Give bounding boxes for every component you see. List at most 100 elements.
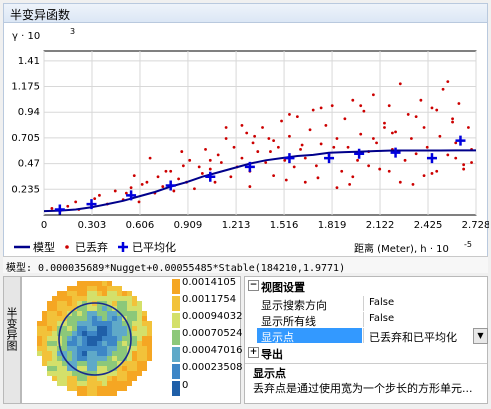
- surface-cell: [42, 356, 47, 361]
- discarded-point: [406, 113, 410, 116]
- surface-cell: [107, 366, 112, 371]
- surface-cell: [117, 326, 122, 331]
- surface-cell: [137, 301, 142, 306]
- surface-cell: [77, 326, 82, 331]
- surface-cell: [62, 321, 67, 326]
- discarded-point: [253, 134, 257, 138]
- semivariogram-map-tab[interactable]: 半变异图: [3, 276, 21, 404]
- discarded-point: [161, 185, 165, 188]
- property-label: 显示所有线: [261, 315, 316, 328]
- surface-cell: [77, 381, 82, 386]
- surface-cell: [117, 291, 122, 296]
- surface-cell: [127, 336, 132, 341]
- collapse-icon[interactable]: −: [248, 280, 259, 291]
- discarded-point: [394, 130, 397, 134]
- surface-cell: [117, 361, 122, 366]
- surface-cell: [137, 316, 142, 321]
- surface-cell: [82, 391, 87, 396]
- surface-cell: [107, 376, 112, 381]
- surface-cell: [142, 361, 147, 366]
- property-row-search-direction[interactable]: 显示搜索方向 False: [245, 296, 489, 312]
- discarded-point: [340, 169, 344, 173]
- surface-cell: [72, 301, 77, 306]
- discarded-point: [229, 175, 233, 179]
- model-line: [43, 149, 476, 213]
- property-row-all-lines[interactable]: 显示所有线 False: [245, 312, 489, 328]
- surface-cell: [102, 311, 107, 316]
- surface-cell: [82, 316, 87, 321]
- discarded-point: [335, 137, 339, 140]
- surface-cell: [127, 366, 132, 371]
- expand-icon[interactable]: +: [248, 347, 259, 358]
- surface-cell: [142, 331, 147, 336]
- surface-cell: [112, 386, 117, 391]
- discarded-point: [319, 142, 323, 146]
- discarded-point: [50, 207, 54, 210]
- discarded-point: [422, 174, 426, 178]
- surface-cell: [82, 351, 87, 356]
- surface-cell: [87, 281, 92, 286]
- surface-cell: [142, 326, 147, 331]
- surface-cell: [142, 356, 147, 361]
- discarded-point: [303, 156, 307, 160]
- surface-cell: [42, 326, 47, 331]
- surface-cell: [92, 376, 97, 381]
- property-value: False: [369, 313, 395, 324]
- discarded-point: [284, 178, 288, 182]
- surface-cell: [77, 361, 82, 366]
- discarded-point: [454, 156, 458, 160]
- surface-cell: [92, 386, 97, 391]
- discarded-point: [419, 98, 423, 102]
- show-points-dropdown-value[interactable]: 已丢弃和已平均化: [369, 331, 457, 344]
- plot-frame: [43, 50, 477, 216]
- dropdown-arrow-icon[interactable]: ▼: [473, 328, 488, 344]
- surface-cell: [57, 296, 62, 301]
- x-tick-label: 1.819: [318, 220, 347, 231]
- surface-cell: [87, 336, 92, 341]
- surface-cell: [132, 316, 137, 321]
- discarded-point: [470, 161, 473, 164]
- category-view-settings[interactable]: − 视图设置: [245, 279, 489, 294]
- discarded-point: [314, 164, 318, 168]
- surface-cell: [107, 391, 112, 396]
- discarded-point: [451, 117, 454, 121]
- property-row-show-points[interactable]: 显示点 已丢弃和已平均化 ▼: [245, 328, 489, 344]
- legend-value: 0.00094032: [182, 311, 243, 322]
- surface-cell: [47, 336, 52, 341]
- surface-cell: [37, 321, 42, 326]
- surface-cell: [97, 361, 102, 366]
- discarded-point: [303, 180, 307, 184]
- discarded-point: [359, 104, 363, 108]
- discarded-point: [164, 169, 168, 173]
- surface-cell: [77, 286, 82, 291]
- legend-color-swatch: [172, 279, 180, 294]
- discarded-point: [411, 182, 415, 186]
- surface-cell: [137, 346, 142, 351]
- surface-cell: [37, 336, 42, 341]
- discarded-point: [283, 158, 287, 162]
- surface-cell: [57, 321, 62, 326]
- surface-cell: [132, 356, 137, 361]
- discarded-point: [232, 145, 236, 149]
- surface-cell: [112, 321, 117, 326]
- surface-cell: [92, 331, 97, 336]
- x-tick-label: 0: [41, 220, 47, 231]
- discarded-point: [208, 158, 212, 162]
- surface-cell: [87, 291, 92, 296]
- surface-cell: [47, 341, 52, 346]
- surface-cell: [72, 361, 77, 366]
- surface-cell: [117, 321, 122, 326]
- surface-cell: [137, 351, 142, 356]
- surface-cell: [102, 331, 107, 336]
- discarded-point: [414, 152, 418, 156]
- legend-value: 0.00023508: [182, 362, 243, 373]
- category-export[interactable]: + 导出: [245, 346, 489, 361]
- surface-cell: [132, 366, 137, 371]
- surface-cell: [57, 306, 62, 311]
- surface-cell: [132, 376, 137, 381]
- surface-cell: [107, 321, 112, 326]
- surface-cell: [112, 341, 117, 346]
- surface-cell: [112, 326, 117, 331]
- discarded-point: [177, 177, 181, 181]
- surface-cell: [107, 356, 112, 361]
